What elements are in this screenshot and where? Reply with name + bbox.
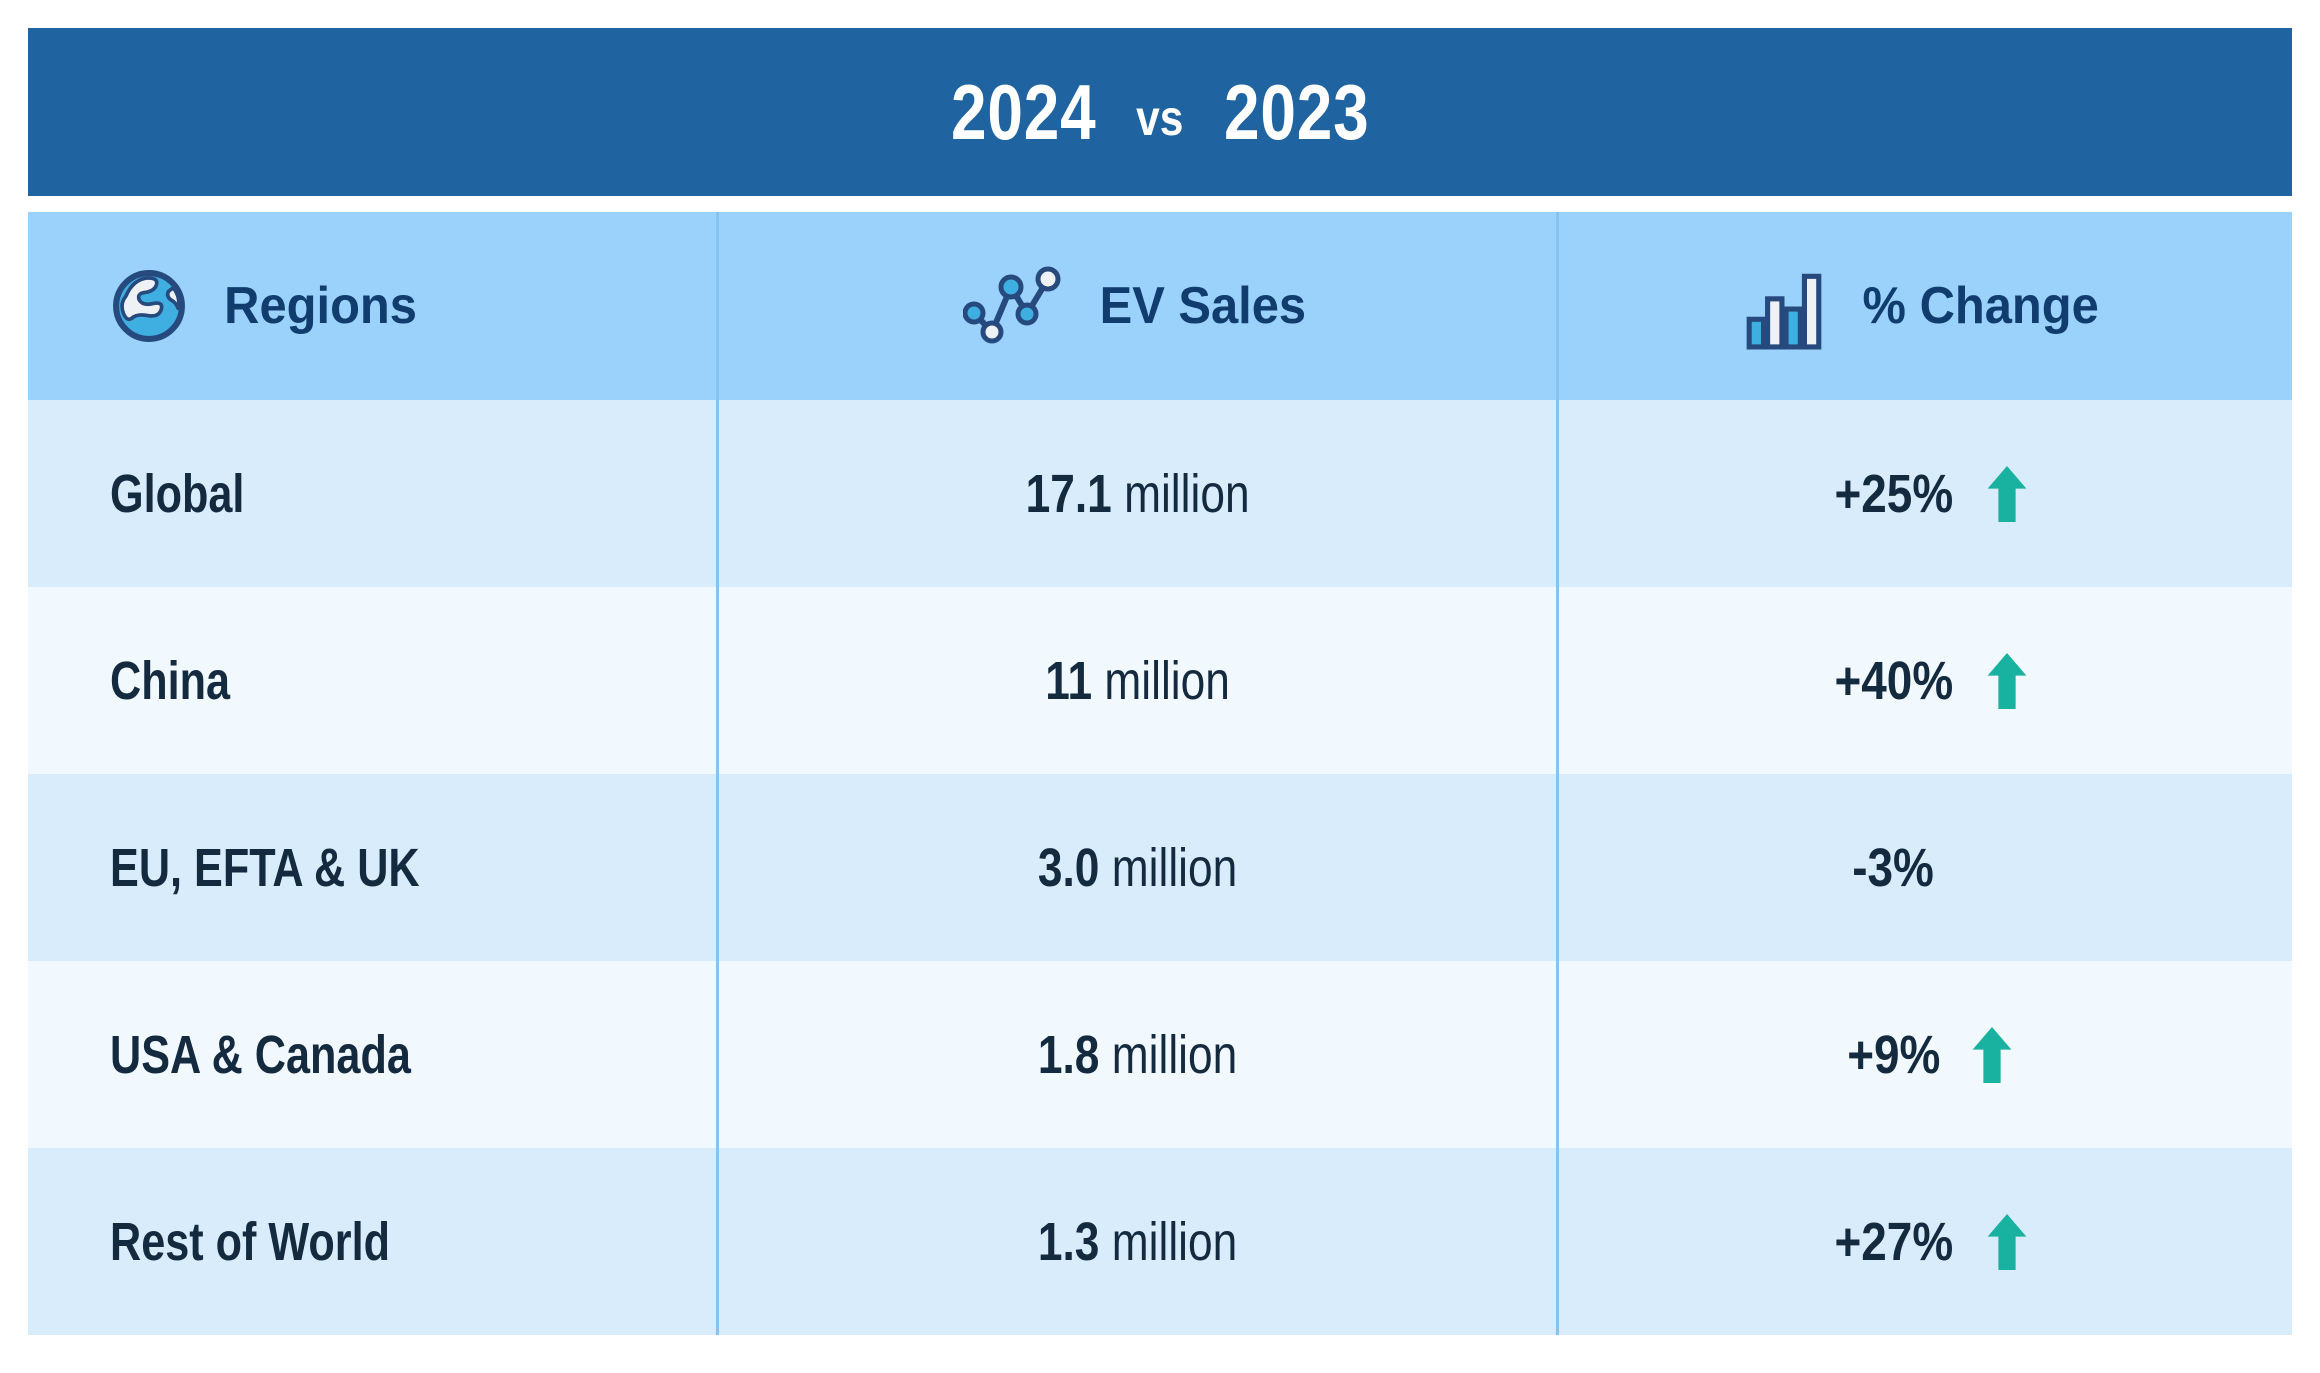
- table-header-row: Regions EV Sales: [28, 212, 2292, 400]
- up-arrow-icon: [1987, 465, 2027, 522]
- up-arrow-icon: [1987, 652, 2027, 709]
- ev-sales-value: 1.8 million: [1037, 1024, 1238, 1085]
- table-row: China 11 million +40%: [28, 587, 2292, 774]
- header-cell-ev-sales: EV Sales: [716, 212, 1556, 400]
- ev-sales-value: 1.3 million: [1037, 1211, 1238, 1272]
- pct-change-value: +9%: [1846, 1024, 1941, 1085]
- comparison-table: 2024 vs 2023 Regions: [28, 28, 2292, 1335]
- table-row: Rest of World 1.3 million +27%: [28, 1148, 2292, 1335]
- pct-change-value: +40%: [1834, 650, 1953, 711]
- up-arrow-icon: [1972, 1026, 2012, 1083]
- region-label: China: [110, 650, 231, 711]
- table-title-bar: 2024 vs 2023: [28, 28, 2292, 196]
- ev-sales-value: 17.1 million: [1025, 463, 1250, 524]
- ev-sales-value: 3.0 million: [1037, 837, 1238, 898]
- line-chart-icon: [962, 266, 1063, 346]
- title-year-right: 2023: [1223, 67, 1370, 156]
- header-label-ev-sales: EV Sales: [1099, 277, 1306, 335]
- table-row: Global 17.1 million +25%: [28, 400, 2292, 587]
- header-label-pct-change: % Change: [1862, 277, 2099, 335]
- globe-icon: [110, 267, 188, 345]
- region-label: USA & Canada: [110, 1024, 411, 1085]
- ev-sales-value: 11 million: [1045, 650, 1230, 711]
- header-cell-regions: Regions: [28, 212, 716, 400]
- header-label-regions: Regions: [224, 277, 417, 335]
- pct-change-value: +27%: [1834, 1211, 1953, 1272]
- region-label: EU, EFTA & UK: [110, 837, 420, 898]
- region-label: Global: [110, 463, 245, 524]
- table-row: USA & Canada 1.8 million +9%: [28, 961, 2292, 1148]
- title-separator: vs: [1136, 90, 1184, 146]
- pct-change-value: -3%: [1852, 837, 1935, 898]
- bar-chart-icon: [1745, 262, 1825, 350]
- up-arrow-icon: [1987, 1213, 2027, 1270]
- table-row: EU, EFTA & UK 3.0 million -3%: [28, 774, 2292, 961]
- header-cell-pct-change: % Change: [1556, 212, 2292, 400]
- pct-change-value: +25%: [1834, 463, 1953, 524]
- region-label: Rest of World: [110, 1211, 390, 1272]
- title-year-left: 2024: [950, 67, 1097, 156]
